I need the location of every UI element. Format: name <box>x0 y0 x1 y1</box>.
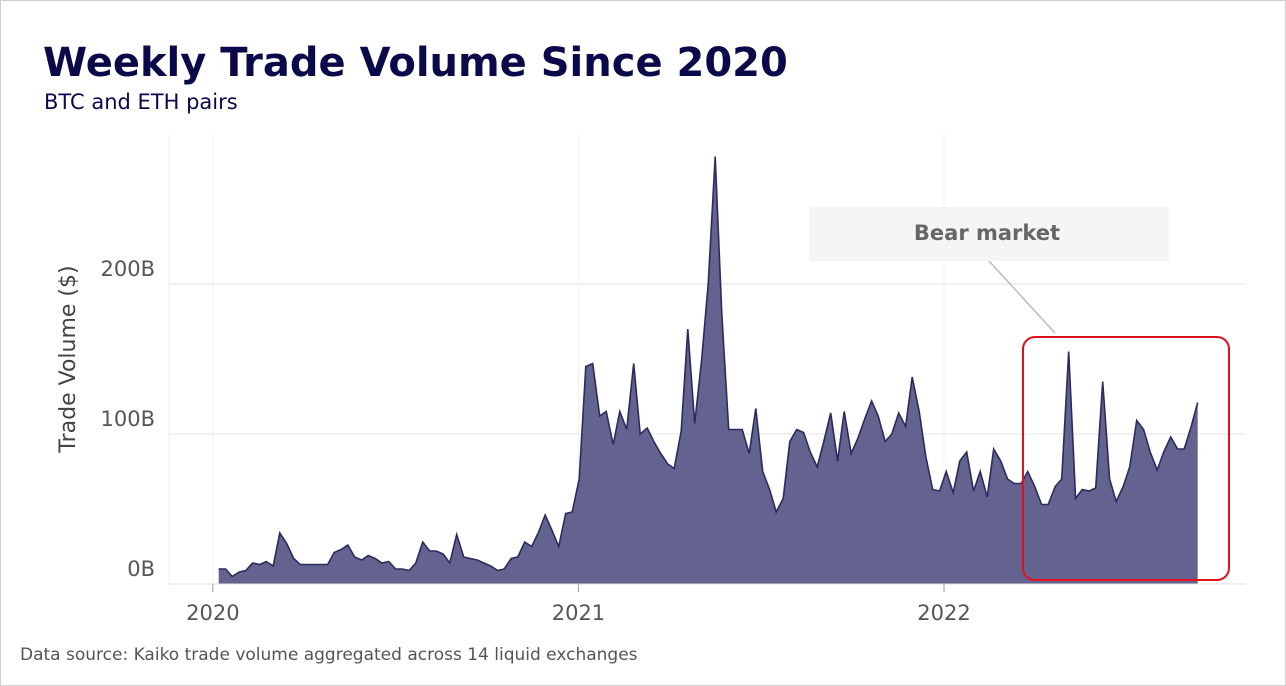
x-tick-label: 2020 <box>186 601 239 625</box>
chart-title: Weekly Trade Volume Since 2020 <box>43 40 788 86</box>
source-note: Data source: Kaiko trade volume aggregat… <box>20 645 638 665</box>
chart-subtitle: BTC and ETH pairs <box>44 90 238 114</box>
y-tick-label: 100B <box>101 407 156 431</box>
area-line <box>218 156 1199 578</box>
area <box>218 156 1198 584</box>
annotation-box <box>809 207 1169 261</box>
y-tick-label: 200B <box>101 257 156 281</box>
plot-area: 0B 100B 200B 2020 2021 2022 <box>101 134 1246 625</box>
x-tick-label: 2022 <box>917 601 970 625</box>
y-tick-label: 0B <box>127 557 155 581</box>
x-tick-label: 2021 <box>552 601 605 625</box>
annotation-pointer <box>988 260 1056 334</box>
annotation: Bear market <box>914 221 1060 245</box>
highlight-box <box>1022 336 1230 581</box>
y-axis-label: Trade Volume ($) <box>56 265 81 453</box>
